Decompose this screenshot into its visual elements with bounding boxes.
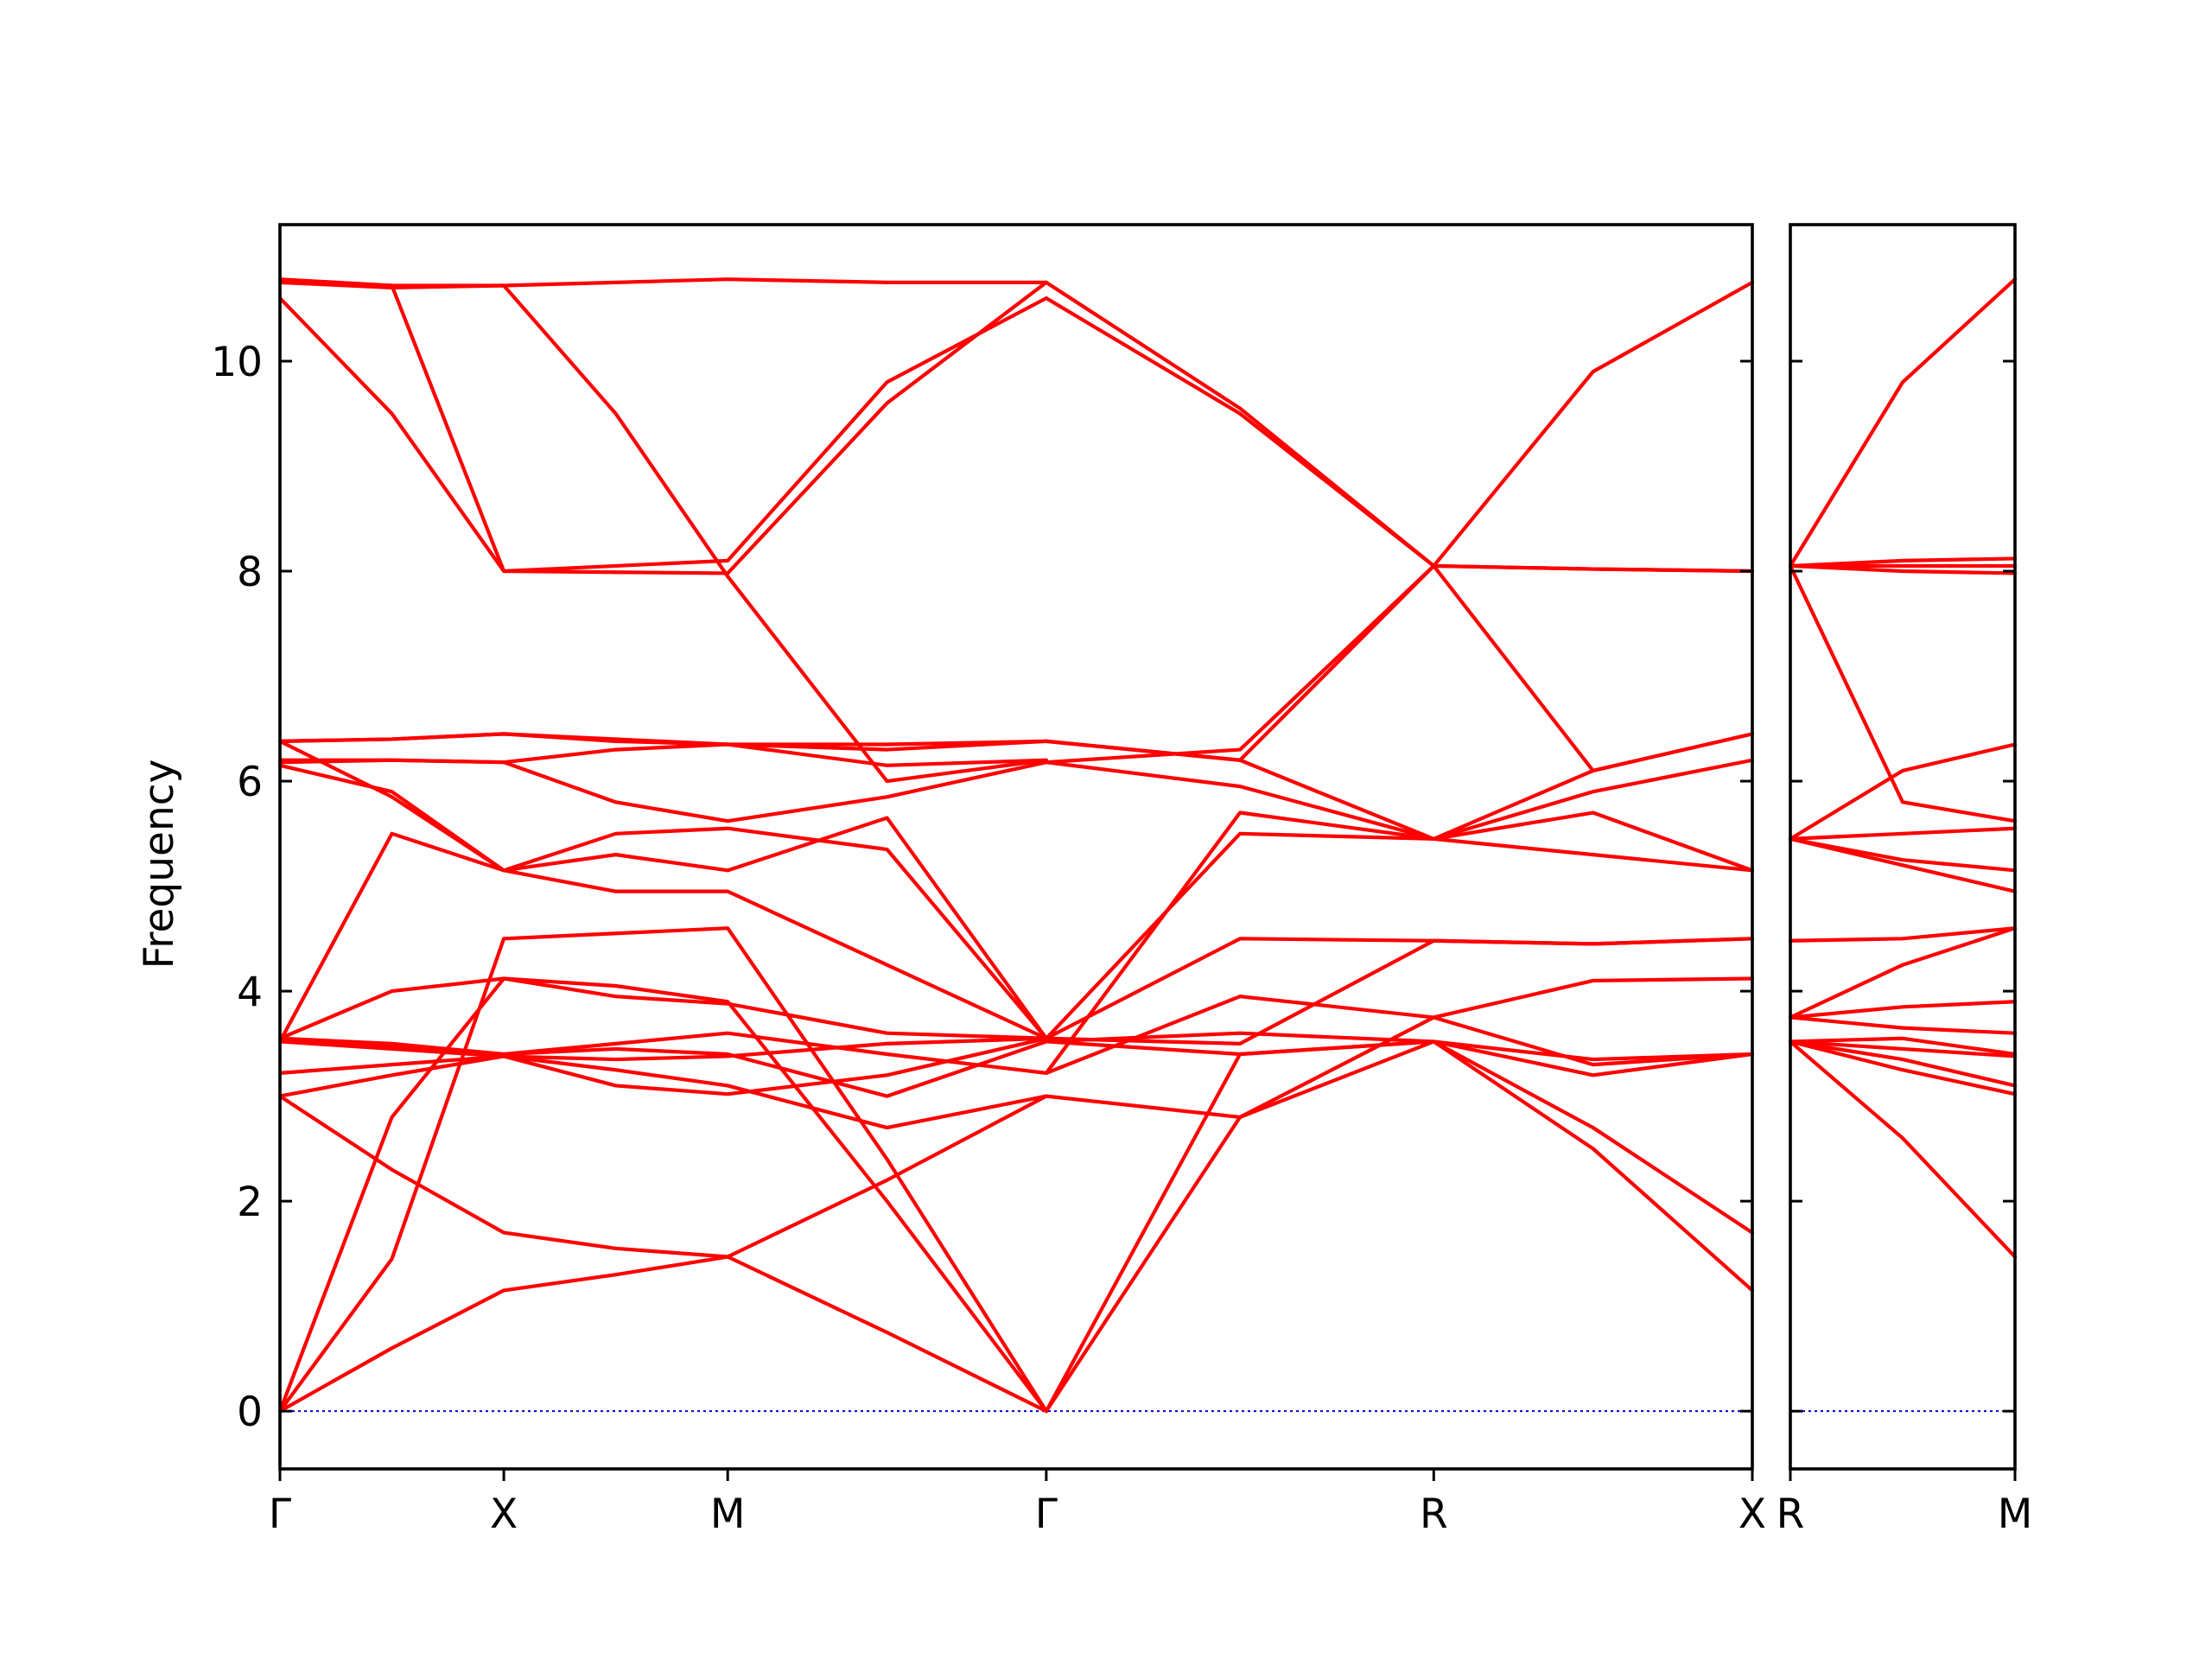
band-1-30	[1044, 810, 1755, 1040]
band-1-10	[277, 976, 1048, 1040]
band-lines	[277, 277, 2018, 1414]
panel-frames	[278, 223, 2017, 1471]
band-2-12	[1788, 826, 2018, 841]
y-tick-label: 0	[237, 1389, 263, 1436]
x-tick-label: X	[1738, 1491, 1766, 1538]
panel-frame-1	[278, 223, 1754, 1471]
band-1-17	[277, 732, 1048, 747]
band-1-20	[277, 277, 1048, 288]
band-1-15	[277, 758, 1048, 823]
y-tick-label: 10	[211, 339, 263, 386]
band-1-25	[1044, 1039, 1755, 1414]
band-1-35	[1044, 563, 1755, 765]
band-2-6	[1788, 1015, 2018, 1035]
x-tick-label: M	[710, 1491, 746, 1538]
x-tick-label: Γ	[269, 1491, 291, 1538]
band-2-13	[1788, 742, 2018, 841]
band-1-18	[277, 296, 1048, 574]
band-1-11	[277, 826, 1048, 1044]
band-1-9	[277, 1036, 1048, 1098]
band-1-29	[1044, 937, 1755, 1040]
band-2-7	[1788, 1000, 2018, 1020]
band-2-2	[1788, 1039, 2018, 1096]
x-tick-label: R	[1777, 1491, 1805, 1538]
band-2-18	[1788, 277, 2018, 569]
y-tick-label: 8	[237, 549, 263, 596]
band-2-9	[1788, 926, 2018, 943]
band-2-4	[1788, 1039, 2018, 1058]
panel-frame-2	[1789, 223, 2017, 1471]
band-1-23	[1044, 1031, 1755, 1235]
band-1-8	[277, 1031, 1048, 1075]
band-1-13	[277, 739, 1048, 1040]
band-1-27	[1044, 976, 1755, 1075]
x-tick-label: Γ	[1035, 1491, 1058, 1538]
band-1-36	[1044, 280, 1755, 569]
band-1-2	[277, 926, 1048, 1414]
band-2-3	[1788, 1039, 2018, 1088]
x-tick-label: M	[1998, 1491, 2033, 1538]
y-axis-label: Frequency	[136, 760, 183, 969]
band-1-6	[277, 1054, 1048, 1130]
x-tick-label: R	[1420, 1491, 1448, 1538]
band-1-3	[277, 976, 1048, 1414]
band-2-8	[1788, 926, 2018, 1020]
y-tick-label: 4	[237, 969, 263, 1016]
band-1-37	[1044, 280, 1755, 574]
band-2-17	[1788, 556, 2018, 569]
band-1-28	[1044, 937, 1755, 1046]
band-2-11	[1788, 836, 2018, 873]
band-1-7	[277, 1036, 1048, 1062]
y-tick-label: 2	[237, 1179, 263, 1226]
band-1-21	[277, 277, 1048, 575]
band-2-5	[1788, 1036, 2018, 1057]
band-1-24	[1044, 1039, 1755, 1414]
band-1-12	[277, 763, 1048, 1040]
band-2-1	[1788, 1039, 2018, 1259]
y-tick-label: 6	[237, 759, 263, 806]
x-tick-label: X	[490, 1491, 518, 1538]
band-1-4	[277, 1094, 1048, 1259]
band-1-5	[277, 1036, 1048, 1098]
band-1-1	[277, 1255, 1048, 1414]
band-2-14	[1788, 563, 2018, 823]
